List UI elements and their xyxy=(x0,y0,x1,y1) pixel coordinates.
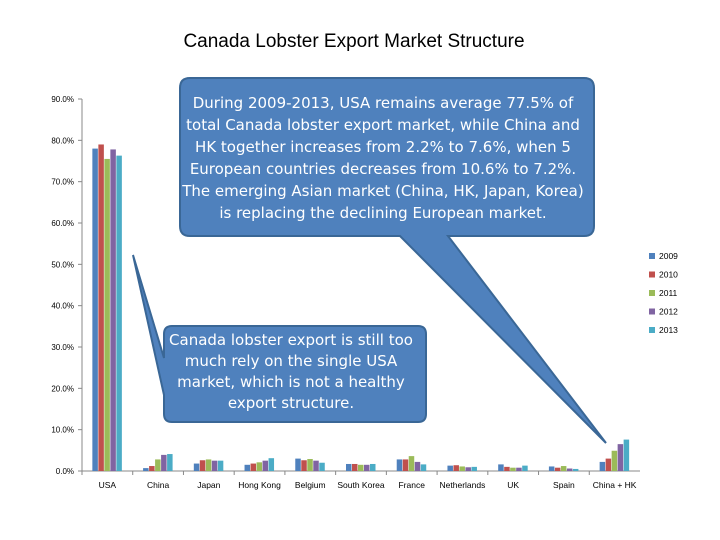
chart-title: Canada Lobster Export Market Structure xyxy=(183,31,524,52)
bar xyxy=(358,464,364,471)
legend-label: 2013 xyxy=(659,325,678,335)
bar xyxy=(504,466,510,471)
bar xyxy=(352,463,358,471)
bar xyxy=(453,465,459,471)
x-tick-label: Japan xyxy=(197,480,220,490)
bar xyxy=(250,463,257,471)
bar xyxy=(471,466,477,471)
bar xyxy=(414,461,421,471)
bar xyxy=(447,465,453,471)
x-tick-label: France xyxy=(398,480,425,490)
callout-2-text: Canada lobster export is still too much … xyxy=(169,331,413,412)
y-tick-label: 60.0% xyxy=(51,219,74,228)
y-tick-label: 50.0% xyxy=(51,260,74,269)
bars xyxy=(92,144,630,472)
bar xyxy=(617,444,624,471)
bar xyxy=(510,467,516,471)
legend: 2009 2010 2011 2012 2013 xyxy=(649,251,678,335)
bar xyxy=(217,460,224,471)
bar xyxy=(408,456,415,471)
bar xyxy=(548,466,555,471)
bar xyxy=(199,460,206,471)
x-tick-label: UK xyxy=(507,480,519,490)
bar xyxy=(307,459,313,471)
bar xyxy=(554,467,561,471)
bar xyxy=(572,468,579,471)
y-tick-label: 40.0% xyxy=(51,302,74,311)
x-tick-label: China + HK xyxy=(593,480,637,490)
y-tick-label: 70.0% xyxy=(51,178,74,187)
legend-label: 2012 xyxy=(659,307,678,317)
bar xyxy=(193,463,200,471)
bar xyxy=(370,463,376,471)
bar xyxy=(516,467,522,471)
bar xyxy=(143,468,149,471)
bar xyxy=(560,466,567,471)
legend-swatch xyxy=(649,253,655,259)
bar xyxy=(98,144,104,471)
bar xyxy=(623,439,630,471)
callout-1-text: During 2009-2013, USA remains average 77… xyxy=(182,94,584,222)
legend-label: 2009 xyxy=(659,251,678,261)
bar xyxy=(256,462,263,471)
bar xyxy=(522,465,528,471)
bar xyxy=(611,450,618,471)
legend-swatch xyxy=(649,290,655,296)
y-tick-label: 30.0% xyxy=(51,343,74,352)
bar xyxy=(402,459,409,471)
bar xyxy=(155,459,161,471)
x-tick-label: Spain xyxy=(553,480,575,490)
x-tick-label: Hong Kong xyxy=(238,480,281,490)
legend-swatch xyxy=(649,327,655,333)
bar xyxy=(167,454,173,471)
bar xyxy=(599,461,606,471)
bar xyxy=(244,464,251,471)
callout-1-shape xyxy=(179,77,607,444)
legend-label: 2010 xyxy=(659,270,678,280)
bar xyxy=(420,464,427,471)
y-tick-label: 10.0% xyxy=(51,426,74,435)
x-tick-label: Netherlands xyxy=(440,480,486,490)
x-axis: USA China Japan Hong Kong Belgium South Korea… xyxy=(81,471,637,490)
bar xyxy=(92,148,98,471)
bar xyxy=(465,467,471,471)
bar xyxy=(396,459,403,471)
x-tick-label: Belgium xyxy=(295,480,326,490)
bar xyxy=(104,158,110,471)
bar xyxy=(319,462,325,471)
bar xyxy=(161,454,167,471)
bar xyxy=(116,155,122,472)
bar xyxy=(301,460,307,471)
x-tick-label: USA xyxy=(99,480,117,490)
bar xyxy=(459,466,465,471)
bar xyxy=(295,458,301,471)
y-axis: 0.0% 10.0% 20.0% 30.0% 40.0% 50.0% 60.0% 70.0% 8… xyxy=(51,95,640,476)
x-tick-label: China xyxy=(147,480,169,490)
y-tick-label: 90.0% xyxy=(51,95,74,104)
x-tick-label: South Korea xyxy=(337,480,385,490)
legend-swatch xyxy=(649,271,655,278)
bar xyxy=(605,458,612,471)
bar xyxy=(364,464,370,471)
bar xyxy=(313,460,319,471)
legend-label: 2011 xyxy=(659,288,678,298)
callout-2-shape xyxy=(132,254,427,423)
y-tick-label: 0.0% xyxy=(56,467,74,476)
bar xyxy=(262,460,269,471)
bar xyxy=(205,459,212,471)
bar xyxy=(149,466,155,471)
y-tick-label: 20.0% xyxy=(51,384,74,393)
bar xyxy=(110,149,116,471)
y-tick-label: 80.0% xyxy=(51,136,74,145)
bar xyxy=(211,460,218,471)
bar xyxy=(268,458,275,471)
legend-swatch xyxy=(649,308,655,315)
bar xyxy=(566,468,573,471)
bar xyxy=(346,463,352,471)
bar xyxy=(498,464,504,471)
